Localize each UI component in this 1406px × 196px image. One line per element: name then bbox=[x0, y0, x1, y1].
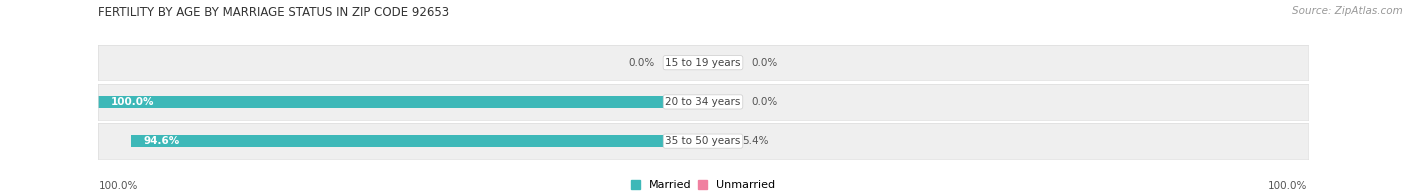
Bar bbox=[98, 96, 703, 108]
Text: 0.0%: 0.0% bbox=[628, 58, 655, 68]
Text: 100.0%: 100.0% bbox=[98, 181, 138, 191]
Text: 0.0%: 0.0% bbox=[751, 97, 778, 107]
Text: Source: ZipAtlas.com: Source: ZipAtlas.com bbox=[1292, 6, 1403, 16]
Text: 100.0%: 100.0% bbox=[1268, 181, 1308, 191]
Text: 0.0%: 0.0% bbox=[751, 58, 778, 68]
Text: 5.4%: 5.4% bbox=[742, 136, 768, 146]
Text: FERTILITY BY AGE BY MARRIAGE STATUS IN ZIP CODE 92653: FERTILITY BY AGE BY MARRIAGE STATUS IN Z… bbox=[98, 6, 450, 19]
Text: 100.0%: 100.0% bbox=[111, 97, 155, 107]
Bar bbox=[131, 135, 703, 147]
Text: 94.6%: 94.6% bbox=[143, 136, 180, 146]
Text: 20 to 34 years: 20 to 34 years bbox=[665, 97, 741, 107]
Legend: Married, Unmarried: Married, Unmarried bbox=[631, 180, 775, 191]
Text: 15 to 19 years: 15 to 19 years bbox=[665, 58, 741, 68]
Bar bbox=[703, 135, 735, 147]
Text: 35 to 50 years: 35 to 50 years bbox=[665, 136, 741, 146]
